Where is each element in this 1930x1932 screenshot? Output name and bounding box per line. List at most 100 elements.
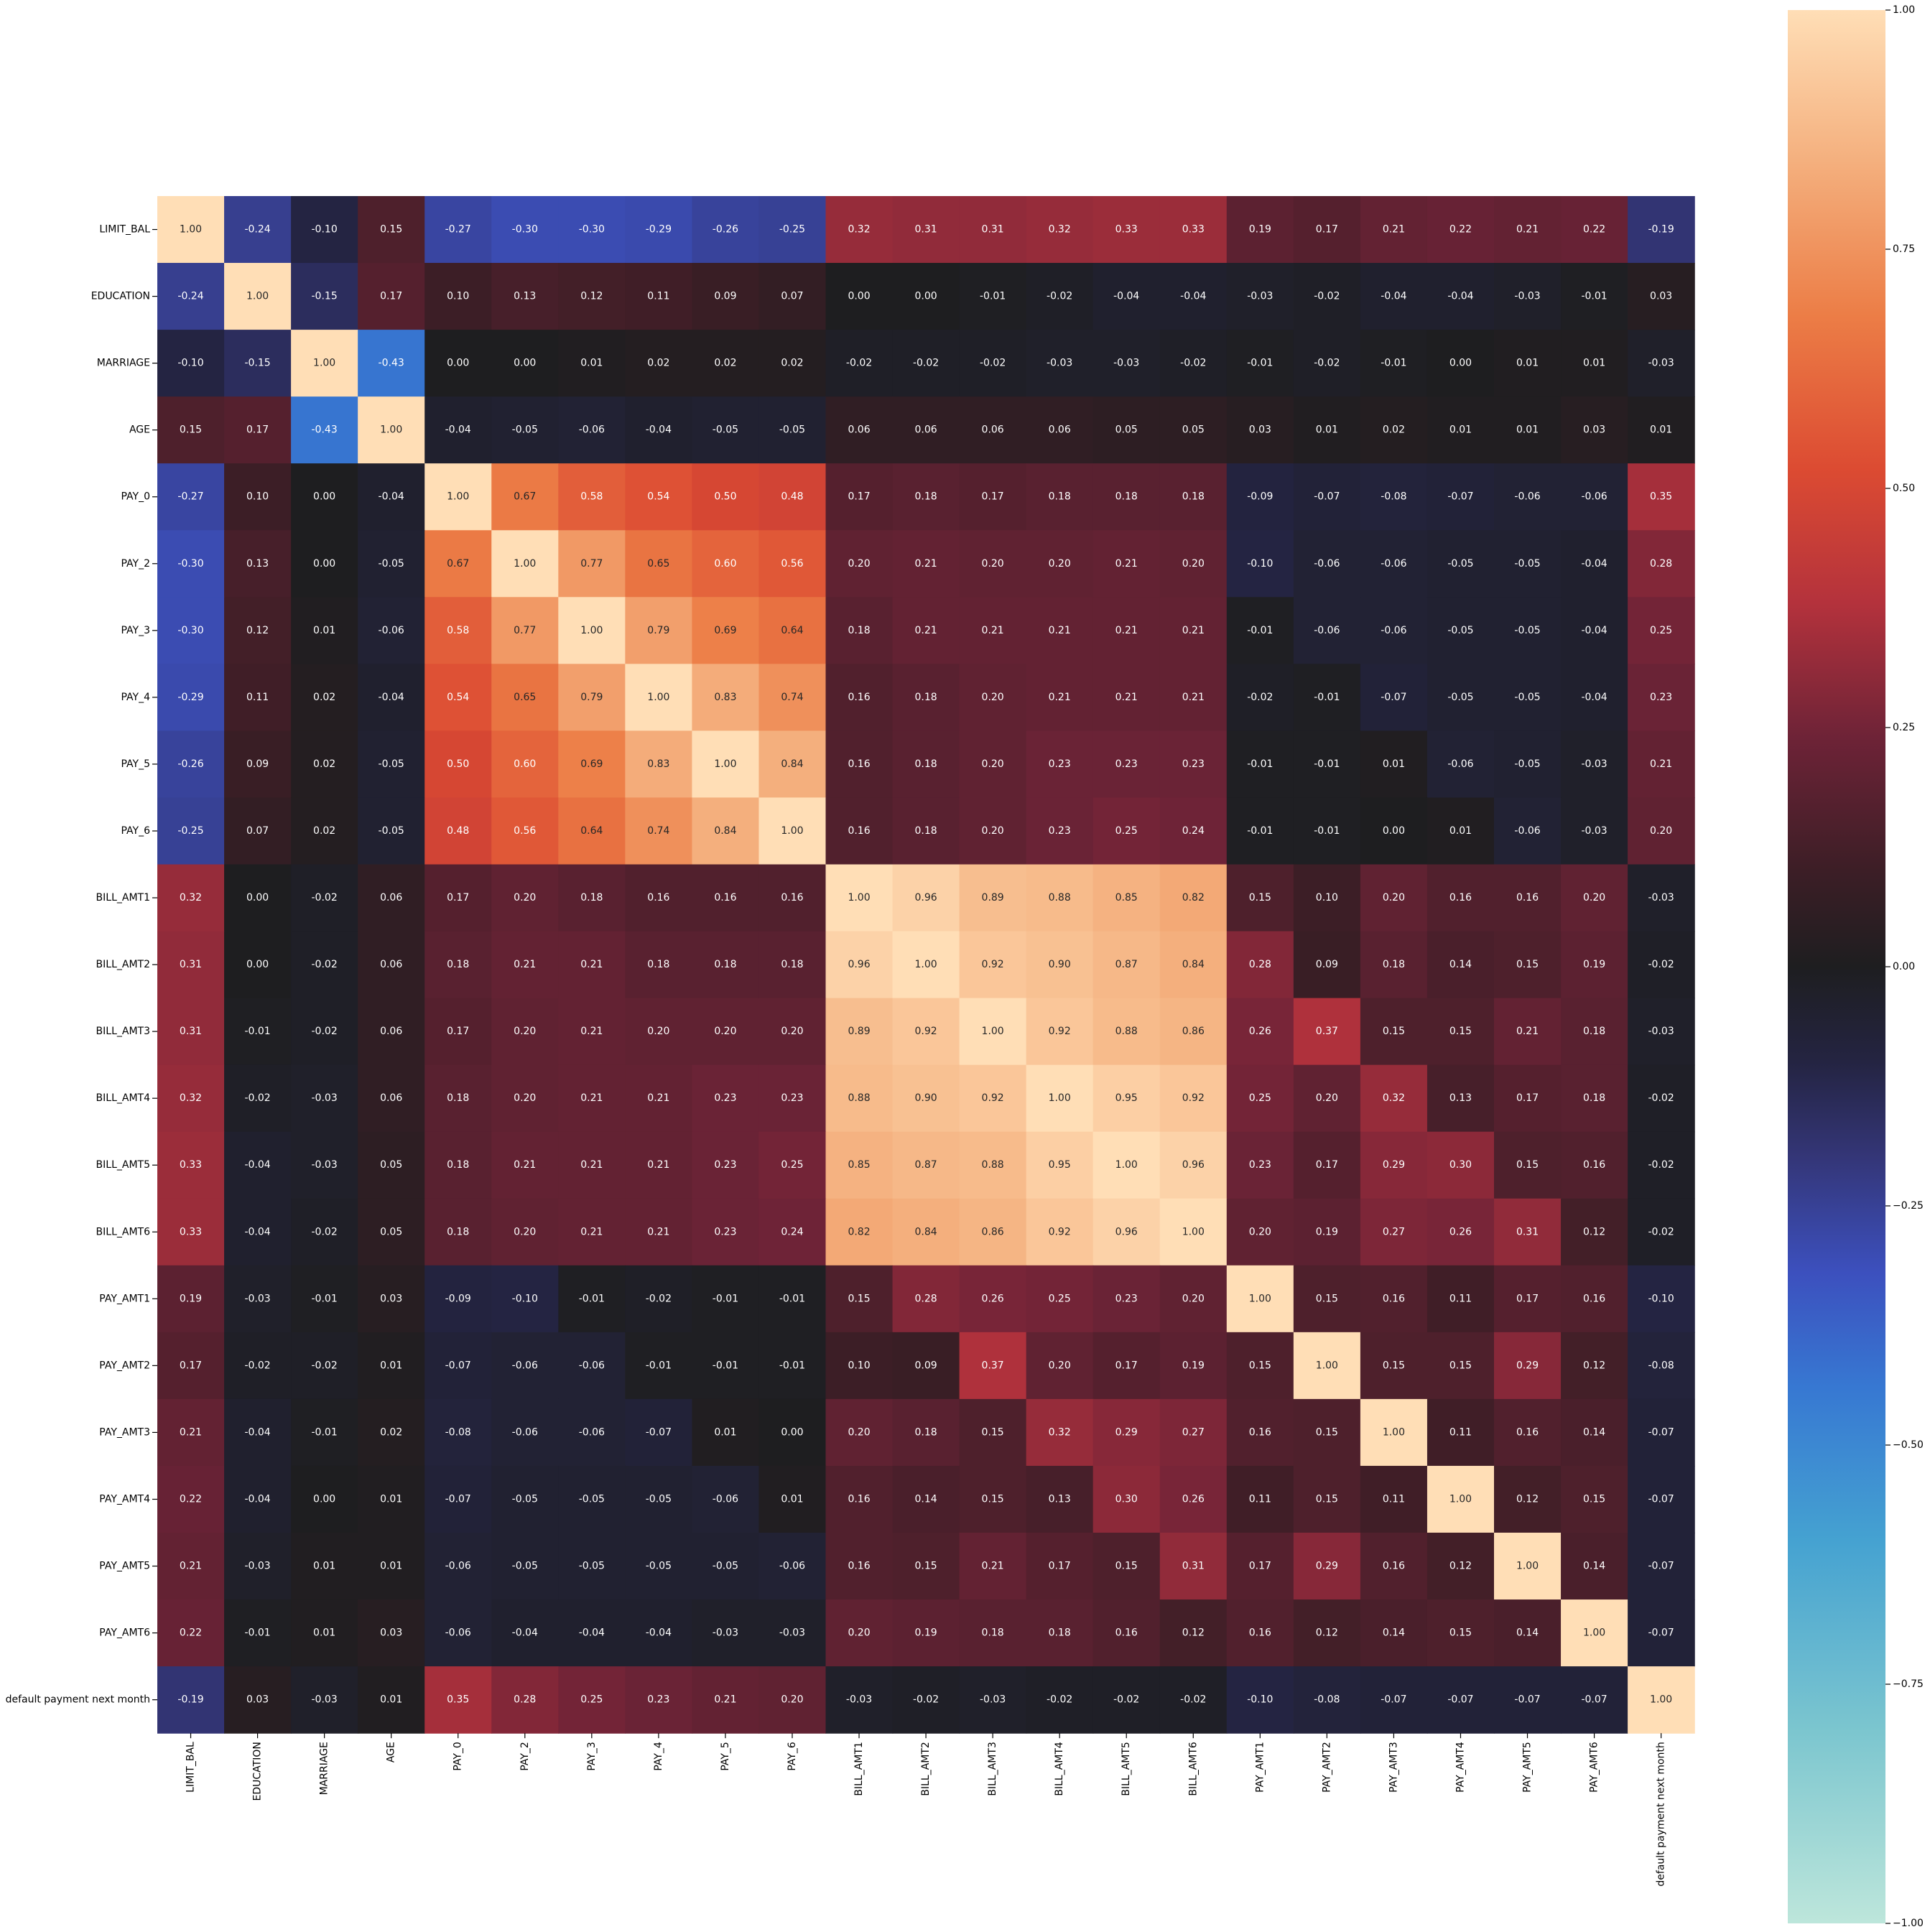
heatmap-cell-pay-amt1-bill-amt4 <box>1026 1265 1094 1333</box>
cell-value-label: 0.60 <box>714 558 736 570</box>
cell-value-label: 0.26 <box>1249 1026 1271 1037</box>
heatmap-cell-bill-amt2-pay-amt2 <box>1293 931 1361 999</box>
cell-value-label: 0.12 <box>580 291 603 302</box>
cell-value-label: -0.26 <box>177 758 203 770</box>
cell-value-label: 1.00 <box>1049 1092 1071 1104</box>
cell-value-label: -0.06 <box>1514 825 1540 837</box>
heatmap-cell-bill-amt1-pay-5 <box>692 864 760 932</box>
heatmap-cell-marriage-bill-amt4 <box>1026 330 1094 397</box>
cell-value-label: 0.19 <box>1182 1360 1205 1371</box>
cell-value-label: -0.07 <box>1581 1694 1607 1706</box>
cell-value-label: -0.04 <box>379 692 404 703</box>
cell-value-label: -0.27 <box>177 491 203 503</box>
heatmap-cell-bill-amt6-limit-bal <box>157 1198 225 1266</box>
heatmap-cell-pay-amt5-education <box>224 1533 292 1600</box>
cell-value-label: -0.05 <box>646 1561 672 1572</box>
y-tick-label-bill-amt5: BILL_AMT5 <box>96 1159 150 1171</box>
heatmap-cell-pay-0-pay-0 <box>424 463 492 531</box>
cell-value-label: -0.06 <box>1314 625 1340 636</box>
heatmap-cell-pay-amt4-pay-amt2 <box>1293 1465 1361 1533</box>
cell-value-label: 0.88 <box>1115 1026 1138 1037</box>
heatmap-cell-bill-amt6-bill-amt6 <box>1159 1198 1228 1266</box>
heatmap-cell-age-pay-2 <box>491 396 559 464</box>
cell-value-label: 0.48 <box>781 491 803 503</box>
heatmap-cell-pay-amt2-pay-amt2 <box>1293 1332 1361 1400</box>
cell-value-label: 0.15 <box>180 424 202 436</box>
cell-value-label: 0.30 <box>1115 1493 1138 1505</box>
cell-value-label: 0.21 <box>580 1159 603 1171</box>
cell-value-label: 0.23 <box>1249 1159 1271 1171</box>
cell-value-label: 0.32 <box>180 1092 202 1104</box>
cell-value-label: 0.21 <box>580 959 603 970</box>
cell-value-label: 0.65 <box>514 692 536 703</box>
cell-value-label: 0.01 <box>380 1360 402 1371</box>
heatmap-cell-pay-amt3-default-payment-next-month <box>1628 1398 1695 1467</box>
heatmap-cell-pay-4-education <box>224 664 292 731</box>
cell-value-label: 0.15 <box>1449 1627 1472 1639</box>
heatmap-cell-default-payment-next-month-bill-amt1 <box>825 1666 894 1734</box>
cell-value-label: 0.15 <box>982 1493 1004 1505</box>
heatmap-cell-bill-amt4-bill-amt2 <box>892 1064 960 1133</box>
cell-value-label: -0.01 <box>1314 758 1340 770</box>
heatmap-cell-pay-amt6-pay-0 <box>424 1599 492 1667</box>
heatmap-cell-pay-amt5-pay-4 <box>625 1533 692 1600</box>
cell-value-label: 0.16 <box>1383 1293 1405 1304</box>
cell-value-label: -0.05 <box>1514 558 1540 570</box>
cell-value-label: -0.43 <box>312 424 338 436</box>
cell-value-label: -0.04 <box>1180 291 1206 302</box>
cell-value-label: -0.01 <box>1247 625 1273 636</box>
heatmap-cell-pay-2-pay-amt3 <box>1360 530 1428 598</box>
heatmap-cell-pay-amt1-bill-amt3 <box>959 1265 1027 1333</box>
cell-value-label: 0.20 <box>1650 825 1672 837</box>
heatmap-cell-bill-amt3-pay-amt6 <box>1561 998 1628 1066</box>
heatmap-cell-pay-4-age <box>358 664 425 731</box>
cell-value-label: -0.05 <box>1514 758 1540 770</box>
heatmap-cell-pay-6-pay-amt5 <box>1494 797 1562 865</box>
cell-value-label: 0.48 <box>447 825 469 837</box>
heatmap-cell-pay-2-limit-bal <box>157 530 225 598</box>
heatmap-cell-pay-4-pay-amt6 <box>1561 664 1628 731</box>
cell-value-label: 0.18 <box>447 1159 469 1171</box>
heatmap-cell-pay-amt6-bill-amt5 <box>1092 1599 1161 1667</box>
cell-value-label: 0.21 <box>647 1092 669 1104</box>
cell-value-label: 0.01 <box>781 1493 803 1505</box>
cell-value-label: 0.27 <box>1182 1426 1205 1438</box>
cell-value-label: -0.03 <box>1581 758 1607 770</box>
cell-value-label: -0.07 <box>646 1426 672 1438</box>
cell-value-label: 0.02 <box>1383 424 1405 436</box>
y-tick-label-bill-amt3: BILL_AMT3 <box>96 1026 150 1037</box>
cell-value-label: 0.64 <box>580 825 603 837</box>
cell-value-label: 0.21 <box>1650 758 1672 770</box>
heatmap-cell-bill-amt5-bill-amt6 <box>1159 1131 1228 1199</box>
heatmap-cell-bill-amt1-bill-amt5 <box>1092 864 1161 932</box>
cell-value-label: 0.10 <box>848 1360 870 1371</box>
colorbar-tick-label: −0.25 <box>1893 1200 1924 1212</box>
cell-value-label: 0.25 <box>1049 1293 1071 1304</box>
cell-value-label: -0.01 <box>1314 692 1340 703</box>
cell-value-label: -0.01 <box>1247 758 1273 770</box>
cell-value-label: 0.17 <box>1516 1293 1539 1304</box>
cell-value-label: 0.23 <box>647 1694 669 1706</box>
heatmap-cell-pay-amt4-pay-5 <box>692 1465 760 1533</box>
cell-value-label: -0.09 <box>1247 491 1273 503</box>
heatmap-cell-bill-amt6-default-payment-next-month <box>1628 1198 1695 1266</box>
heatmap-cell-pay-amt2-pay-amt5 <box>1494 1332 1562 1400</box>
heatmap-cell-pay-amt1-education <box>224 1265 292 1333</box>
x-tick-label-bill-amt3: BILL_AMT3 <box>987 1742 998 1796</box>
heatmap-cell-pay-6-bill-amt3 <box>959 797 1027 865</box>
heatmap-cell-default-payment-next-month-bill-amt3 <box>959 1666 1027 1734</box>
cell-value-label: 0.00 <box>1383 825 1405 837</box>
cell-value-label: 0.95 <box>1115 1092 1138 1104</box>
heatmap-cell-pay-2-bill-amt5 <box>1092 530 1161 598</box>
cell-value-label: 1.00 <box>781 825 803 837</box>
heatmap-cell-education-bill-amt4 <box>1026 263 1094 330</box>
cell-value-label: -0.04 <box>445 424 471 436</box>
cell-value-label: 0.03 <box>380 1293 402 1304</box>
heatmap-cell-pay-4-bill-amt2 <box>892 664 960 731</box>
cell-value-label: 0.16 <box>1249 1627 1271 1639</box>
cell-value-label: -0.01 <box>646 1360 672 1371</box>
heatmap-cell-bill-amt3-pay-2 <box>491 998 559 1066</box>
cell-value-label: 0.05 <box>1182 424 1205 436</box>
heatmap-cell-bill-amt5-bill-amt4 <box>1026 1131 1094 1199</box>
heatmap-cell-pay-6-bill-amt2 <box>892 797 960 865</box>
